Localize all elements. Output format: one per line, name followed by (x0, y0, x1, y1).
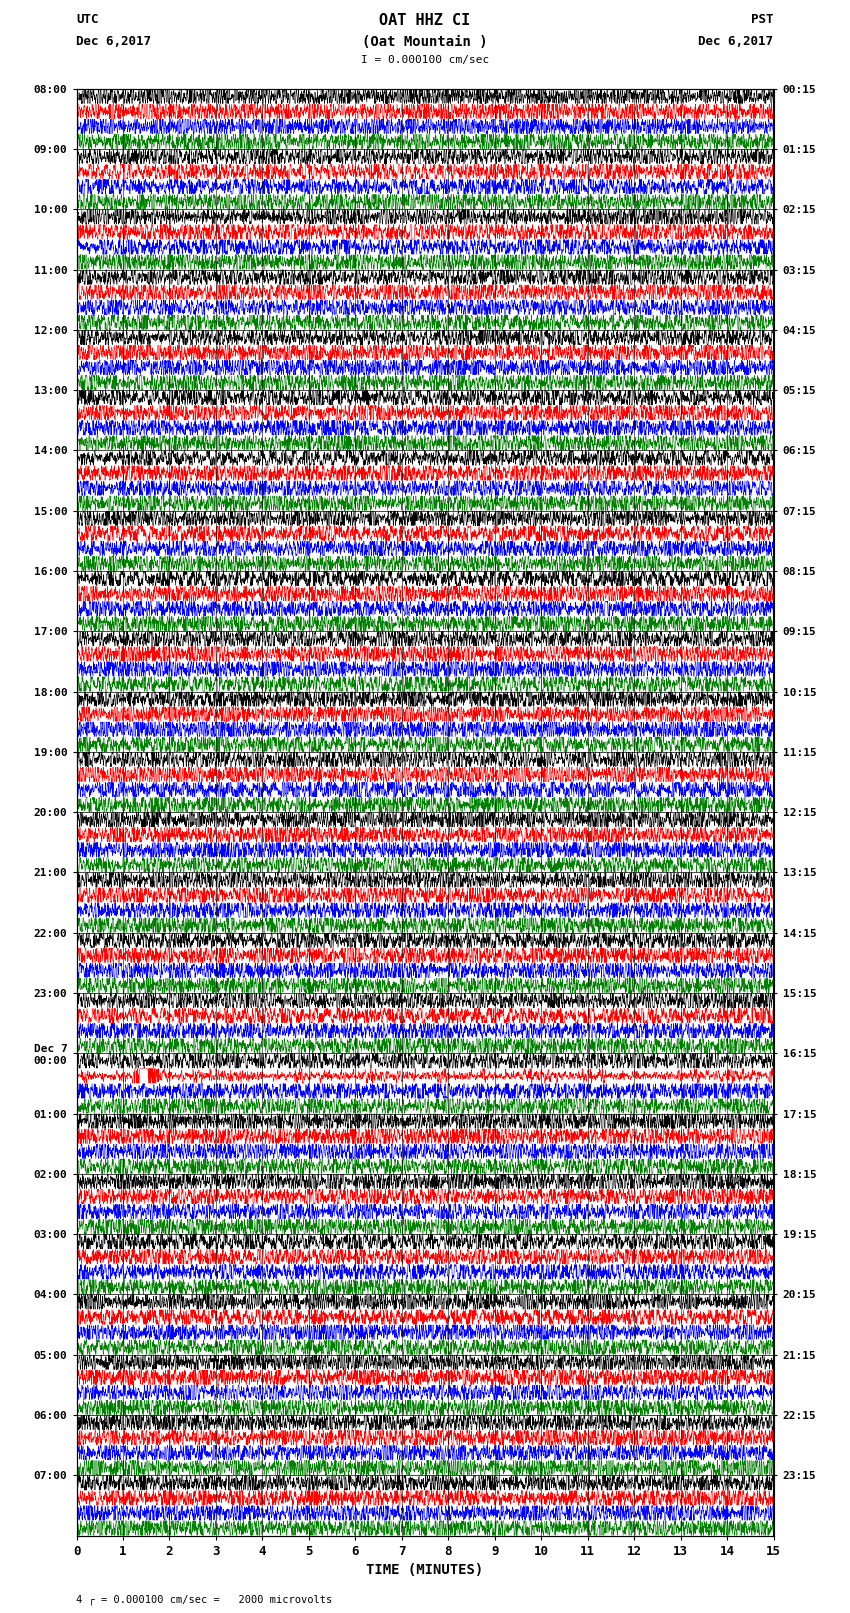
Text: Dec 6,2017: Dec 6,2017 (699, 35, 774, 48)
Text: OAT HHZ CI: OAT HHZ CI (379, 13, 471, 27)
Text: Dec 6,2017: Dec 6,2017 (76, 35, 151, 48)
Text: I = 0.000100 cm/sec: I = 0.000100 cm/sec (361, 55, 489, 65)
Text: 4 ┌ = 0.000100 cm/sec =   2000 microvolts: 4 ┌ = 0.000100 cm/sec = 2000 microvolts (76, 1594, 332, 1605)
X-axis label: TIME (MINUTES): TIME (MINUTES) (366, 1563, 484, 1578)
Text: PST: PST (751, 13, 774, 26)
Text: UTC: UTC (76, 13, 99, 26)
Text: (Oat Mountain ): (Oat Mountain ) (362, 35, 488, 50)
